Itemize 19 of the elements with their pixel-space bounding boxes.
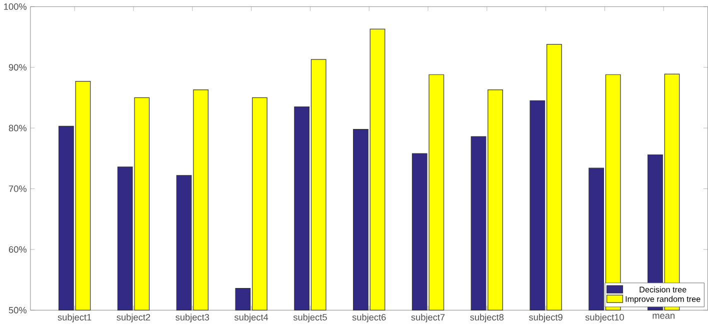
y-tick-label: 90%: [8, 64, 26, 71]
x-tick-label: subject3: [176, 314, 210, 322]
y-tick-label: 80%: [8, 124, 26, 132]
x-tick-label: subject6: [352, 314, 386, 322]
x-tick-label: subject4: [234, 314, 268, 322]
x-tick-label: subject7: [411, 314, 445, 322]
x-tick-label: subject2: [116, 314, 150, 322]
y-tick-label: 70%: [8, 186, 26, 192]
legend-label: Improve random tree: [626, 296, 700, 304]
x-tick-label: subject5: [293, 314, 327, 322]
x-tick-label: subject9: [529, 314, 562, 322]
y-tick-label: 60%: [8, 246, 26, 253]
x-tick-label: subject10: [585, 314, 624, 322]
x-tick-label: subject1: [58, 314, 92, 322]
x-tick-label: subject8: [470, 314, 504, 322]
x-tick-label: mean: [652, 314, 674, 319]
legend-label: Decision tree: [640, 286, 686, 293]
y-tick-label: 50%: [8, 307, 26, 314]
y-tick-label: 100%: [4, 4, 26, 10]
